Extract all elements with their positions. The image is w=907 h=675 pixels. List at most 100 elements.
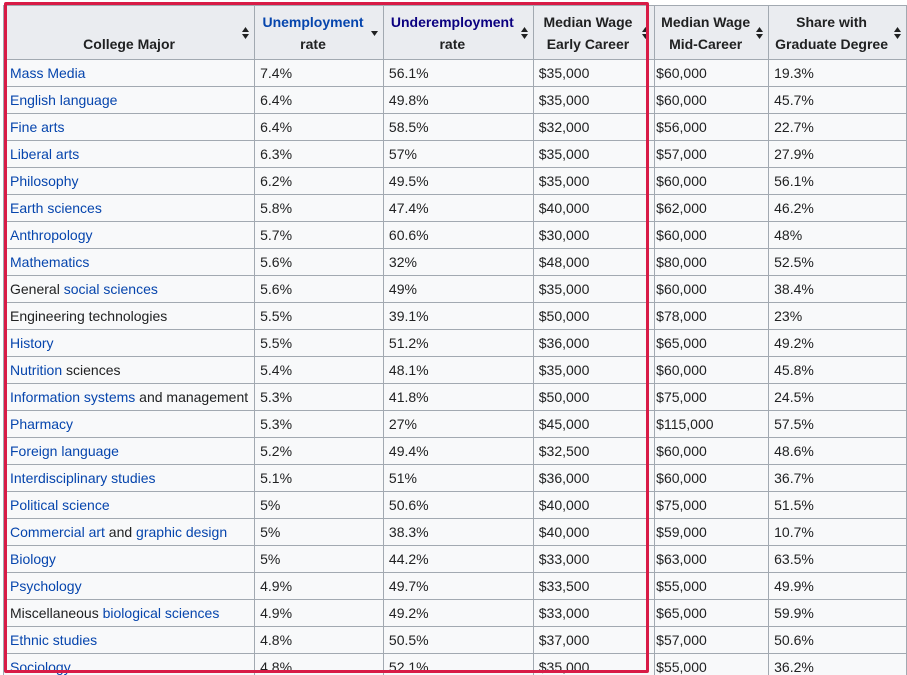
cell-unemployment-rate: 5.1% (254, 464, 384, 492)
cell-unemployment-rate: 5% (254, 491, 384, 519)
major-link[interactable]: Interdisciplinary studies (10, 470, 156, 486)
cell-median-wage-early: $40,000 (532, 194, 656, 222)
header-link-unemployment[interactable]: Unemployment (262, 14, 364, 30)
header-link-underemployment[interactable]: Underemployment (390, 14, 514, 30)
major-link[interactable]: Nutrition (10, 362, 63, 378)
cell-median-wage-early: $33,500 (532, 572, 656, 600)
college-majors-table: College Major Unemployment rate Underempl… (2, 5, 907, 675)
cell-median-wage-mid: $60,000 (654, 464, 770, 492)
cell-median-wage-mid: $62,000 (654, 194, 770, 222)
cell-college-major: Commercial art and graphic design (2, 518, 256, 546)
table-row: Anthropology 5.7% 60.6% $30,000 $60,000 48% (2, 221, 907, 249)
cell-graduate-degree-share: 63.5% (768, 545, 907, 573)
major-link[interactable]: Philosophy (10, 173, 79, 189)
cell-underemployment-rate: 38.3% (382, 518, 534, 546)
major-link[interactable]: Political science (10, 497, 110, 513)
major-link[interactable]: Foreign language (10, 443, 119, 459)
cell-median-wage-mid: $60,000 (654, 167, 770, 195)
column-header-college-major[interactable]: College Major (2, 5, 256, 60)
cell-college-major: Pharmacy (2, 410, 256, 438)
cell-underemployment-rate: 50.5% (382, 626, 534, 654)
cell-college-major: English language (2, 86, 256, 114)
table-row: Commercial art and graphic design 5% 38.3%… (2, 518, 907, 546)
column-header-graduate-degree-share[interactable]: Share with Graduate Degree (768, 5, 907, 60)
cell-graduate-degree-share: 38.4% (768, 275, 907, 303)
cell-median-wage-mid: $55,000 (654, 653, 770, 675)
major-link[interactable]: Pharmacy (10, 416, 74, 432)
cell-median-wage-early: $35,000 (532, 356, 656, 384)
column-header-unemployment-rate[interactable]: Unemployment rate (254, 5, 384, 60)
sort-both-icon[interactable] (756, 27, 764, 39)
cell-graduate-degree-share: 50.6% (768, 626, 907, 654)
cell-graduate-degree-share: 27.9% (768, 140, 907, 168)
sort-both-icon[interactable] (242, 27, 250, 39)
cell-median-wage-mid: $57,000 (654, 626, 770, 654)
cell-unemployment-rate: 5.7% (254, 221, 384, 249)
column-header-underemployment-rate[interactable]: Underemployment rate (382, 5, 534, 60)
major-link[interactable]: Commercial art (10, 524, 105, 540)
cell-median-wage-early: $40,000 (532, 518, 656, 546)
cell-median-wage-early: $33,000 (532, 599, 656, 627)
major-link[interactable]: English language (10, 92, 118, 108)
cell-underemployment-rate: 49.7% (382, 572, 534, 600)
major-link[interactable]: Psychology (10, 578, 82, 594)
major-link[interactable]: biological sciences (102, 605, 220, 621)
cell-underemployment-rate: 60.6% (382, 221, 534, 249)
header-line2: rate (439, 36, 466, 52)
cell-median-wage-early: $48,000 (532, 248, 656, 276)
cell-graduate-degree-share: 49.2% (768, 329, 907, 357)
major-link[interactable]: social sciences (63, 281, 158, 297)
table-row: Psychology 4.9% 49.7% $33,500 $55,000 49.9% (2, 572, 907, 600)
cell-underemployment-rate: 27% (382, 410, 534, 438)
header-line2: Mid-Career (669, 36, 743, 52)
major-text: and (104, 524, 137, 540)
table-row: Nutrition sciences 5.4% 48.1% $35,000 $60,00… (2, 356, 907, 384)
cell-median-wage-early: $36,000 (532, 464, 656, 492)
major-link[interactable]: History (10, 335, 54, 351)
major-link[interactable]: Mathematics (10, 254, 90, 270)
sort-descending-icon[interactable] (370, 27, 378, 39)
cell-unemployment-rate: 5.8% (254, 194, 384, 222)
major-link[interactable]: Anthropology (10, 227, 93, 243)
major-link[interactable]: graphic design (136, 524, 228, 540)
cell-unemployment-rate: 4.9% (254, 572, 384, 600)
cell-underemployment-rate: 58.5% (382, 113, 534, 141)
cell-graduate-degree-share: 45.7% (768, 86, 907, 114)
cell-median-wage-early: $32,000 (532, 113, 656, 141)
table-row: History 5.5% 51.2% $36,000 $65,000 49.2% (2, 329, 907, 357)
cell-unemployment-rate: 6.2% (254, 167, 384, 195)
cell-graduate-degree-share: 45.8% (768, 356, 907, 384)
cell-underemployment-rate: 57% (382, 140, 534, 168)
major-link[interactable]: Mass Media (10, 65, 86, 81)
major-link[interactable]: Biology (10, 551, 56, 567)
sort-both-icon[interactable] (520, 27, 528, 39)
major-link[interactable]: Sociology (10, 659, 71, 675)
cell-graduate-degree-share: 36.2% (768, 653, 907, 675)
sort-both-icon[interactable] (894, 27, 901, 39)
major-link[interactable]: Ethnic studies (10, 632, 98, 648)
cell-graduate-degree-share: 46.2% (768, 194, 907, 222)
cell-underemployment-rate: 49.4% (382, 437, 534, 465)
table-row: Miscellaneous biological sciences 4.9% 49.… (2, 599, 907, 627)
cell-median-wage-early: $50,000 (532, 302, 656, 330)
cell-median-wage-early: $35,000 (532, 167, 656, 195)
header-row: College Major Unemployment rate Underempl… (2, 5, 907, 60)
major-link[interactable]: Liberal arts (10, 146, 80, 162)
cell-underemployment-rate: 44.2% (382, 545, 534, 573)
cell-median-wage-mid: $59,000 (654, 518, 770, 546)
cell-college-major: Ethnic studies (2, 626, 256, 654)
table-row: Fine arts 6.4% 58.5% $32,000 $56,000 22.7% (2, 113, 907, 141)
cell-college-major: Earth sciences (2, 194, 256, 222)
sort-both-icon[interactable] (642, 27, 650, 39)
cell-median-wage-early: $45,000 (532, 410, 656, 438)
major-link[interactable]: Information systems (10, 389, 136, 405)
major-link[interactable]: Fine arts (10, 119, 65, 135)
cell-underemployment-rate: 49.5% (382, 167, 534, 195)
column-header-median-wage-early[interactable]: Median Wage Early Career (532, 5, 656, 60)
major-link[interactable]: Earth sciences (10, 200, 102, 216)
table-row: Mass Media 7.4% 56.1% $35,000 $60,000 19.3% (2, 59, 907, 87)
cell-underemployment-rate: 47.4% (382, 194, 534, 222)
table-row: Foreign language 5.2% 49.4% $32,500 $60,000 4… (2, 437, 907, 465)
cell-median-wage-mid: $60,000 (654, 356, 770, 384)
column-header-median-wage-mid[interactable]: Median Wage Mid-Career (654, 5, 770, 60)
